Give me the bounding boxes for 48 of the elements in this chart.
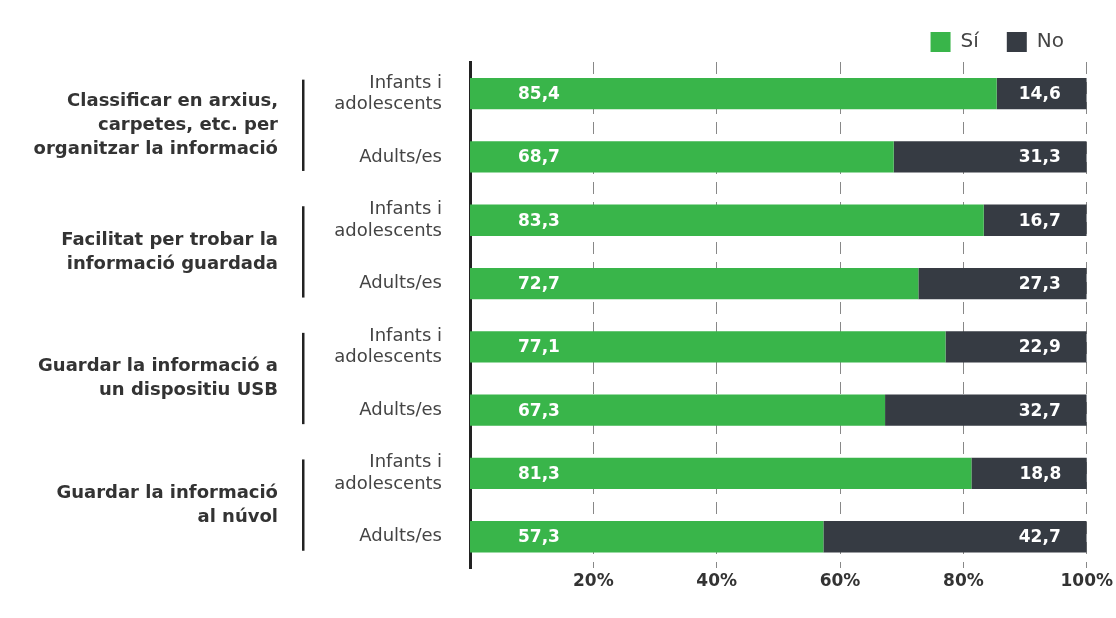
data-label: 22,9 <box>1018 336 1061 357</box>
data-label: 31,3 <box>1018 146 1061 167</box>
bar <box>470 77 997 110</box>
y-tick-label: Adults/es <box>359 524 442 546</box>
y-tick-label: Adults/es <box>359 271 442 293</box>
data-label: 42,7 <box>1018 526 1061 547</box>
bar <box>470 457 972 490</box>
bar <box>918 267 1087 300</box>
data-label: 81,3 <box>518 462 560 483</box>
text: Classificar en arxius, carpetes, etc. per organitzar la informació <box>33 88 279 158</box>
legend-label: Sí <box>960 28 981 53</box>
y-tick-label: Adults/es <box>359 397 442 419</box>
data-label: 18,8 <box>1019 462 1062 483</box>
data-label: 83,3 <box>518 209 560 230</box>
text: Guardar la informació al núvol <box>56 480 278 526</box>
data-label: 67,3 <box>518 399 560 420</box>
x-tick-label: 80% <box>943 570 984 591</box>
legend-label: No <box>1036 28 1065 53</box>
text: Facilitat per trobar la informació guardada <box>61 227 278 273</box>
data-label: 16,7 <box>1018 209 1061 230</box>
bar <box>470 204 984 236</box>
bar <box>470 267 919 300</box>
bar <box>885 394 1087 426</box>
y-tick-label: Infants i adolescents <box>334 450 442 493</box>
bar <box>893 141 1087 173</box>
data-label: 68,7 <box>518 146 560 167</box>
data-label: 85,4 <box>518 83 561 104</box>
x-tick-label: 20% <box>573 570 614 591</box>
data-label: 27,3 <box>1018 272 1061 293</box>
y-tick-label: Adults/es <box>359 144 442 166</box>
data-label: 72,7 <box>518 272 560 293</box>
bar <box>470 141 894 173</box>
x-tick-label: 40% <box>696 570 738 591</box>
y-tick-label: Infants i adolescents <box>334 323 442 367</box>
bar <box>945 331 1087 363</box>
bar <box>470 521 824 553</box>
x-tick-label: 100% <box>1060 570 1114 591</box>
bar <box>470 394 886 426</box>
text: Guardar la informació a un dispositiu USB <box>38 354 278 400</box>
data-label: 57,3 <box>518 526 560 547</box>
data-label: 77,1 <box>518 336 560 357</box>
data-label: 32,7 <box>1018 399 1061 420</box>
y-tick-label: Infants i adolescents <box>334 70 442 114</box>
bar <box>823 521 1087 553</box>
data-label: 14,6 <box>1018 83 1061 104</box>
bar <box>470 331 946 363</box>
y-tick-label: Infants i adolescents <box>334 197 442 240</box>
x-tick-label: 60% <box>819 570 861 591</box>
